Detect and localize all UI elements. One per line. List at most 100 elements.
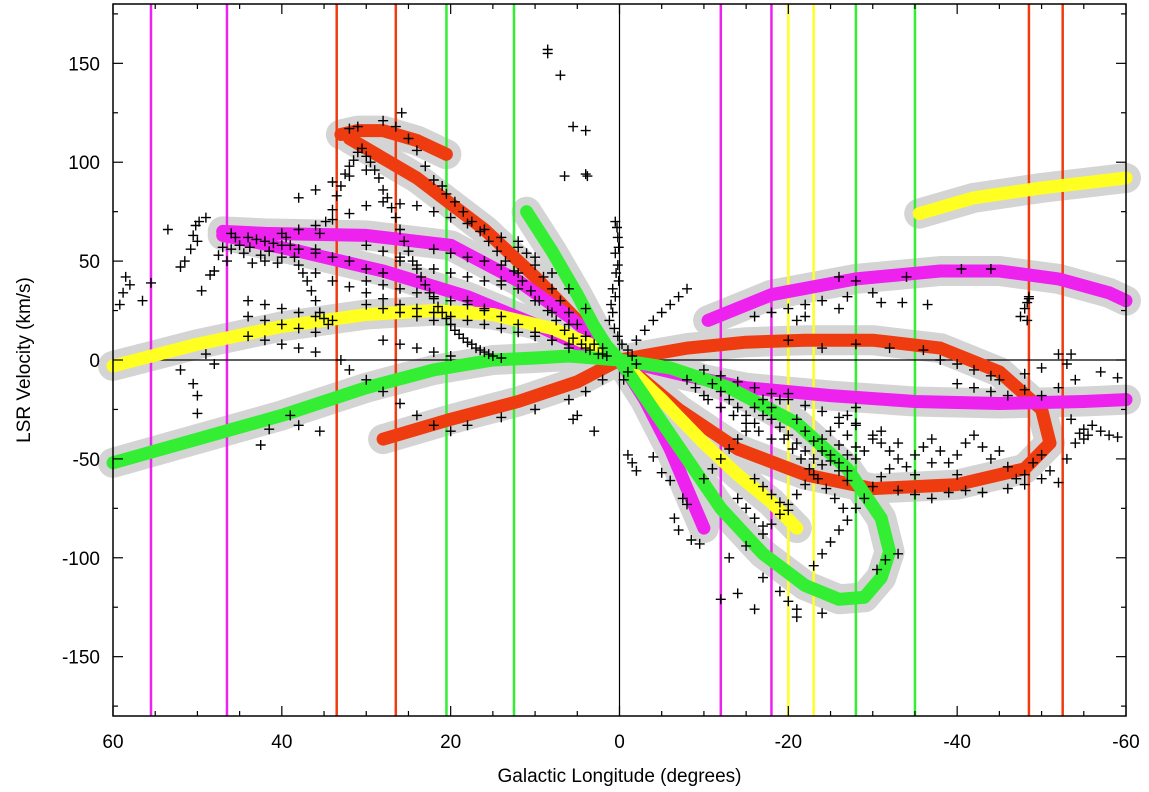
data-point-210	[609, 323, 620, 334]
data-point-249	[872, 564, 882, 575]
data-point-328	[1045, 465, 1055, 476]
y-axis-title: LSR Velocity (km/s)	[14, 277, 35, 443]
data-point-369	[969, 382, 979, 393]
data-point-361	[952, 469, 963, 480]
data-point-252	[724, 552, 735, 563]
data-point-435	[791, 438, 802, 449]
data-point-448	[673, 291, 684, 302]
data-point-534	[226, 228, 237, 239]
data-point-103	[475, 226, 486, 237]
data-point-150	[411, 200, 422, 211]
data-point-269	[724, 444, 735, 454]
data-point-469	[496, 311, 507, 322]
data-point-409	[817, 343, 828, 354]
y-tick-label-5: 50	[79, 252, 100, 273]
data-point-27	[244, 242, 255, 253]
data-point-161	[175, 364, 186, 375]
data-point-83	[471, 343, 481, 354]
data-point-443	[631, 335, 642, 346]
data-point-36	[285, 240, 296, 251]
data-point-444	[639, 325, 650, 336]
data-point-98	[437, 181, 448, 191]
data-point-178	[428, 420, 439, 431]
data-point-321	[985, 453, 996, 464]
data-point-345	[960, 485, 971, 496]
data-point-242	[850, 503, 861, 514]
data-point-158	[547, 268, 557, 278]
data-point-11	[188, 230, 199, 241]
data-point-410	[850, 339, 861, 350]
data-point-85	[479, 347, 490, 358]
data-point-44	[319, 313, 329, 324]
data-point-165	[200, 349, 211, 360]
data-point-520	[378, 335, 389, 346]
data-point-480	[496, 279, 507, 290]
axis-ticks-layer: 60 40 20 0 -20 -40 -60 -150 -100 -50 0 50 100 150	[62, 4, 1140, 753]
data-point-457	[572, 319, 583, 330]
data-point-137	[293, 192, 304, 203]
data-point-372	[1019, 384, 1030, 395]
data-point-365	[969, 364, 979, 375]
data-point-425	[707, 378, 718, 389]
data-point-155	[496, 232, 507, 243]
data-point-402	[867, 287, 878, 298]
data-point-302	[715, 402, 726, 413]
data-point-244	[867, 481, 878, 492]
data-point-17	[196, 285, 207, 296]
data-point-200	[613, 242, 624, 253]
data-point-502	[310, 311, 321, 322]
data-point-442	[850, 402, 861, 413]
data-point-430	[749, 402, 760, 413]
data-point-327	[1036, 449, 1047, 460]
x-tick-label-2: 40	[271, 732, 292, 753]
data-point-112	[551, 315, 562, 326]
data-point-4	[124, 279, 135, 290]
data-point-359	[910, 449, 920, 460]
data-point-190	[542, 48, 553, 59]
data-point-353	[834, 457, 844, 468]
data-point-486	[395, 283, 405, 294]
data-point-375	[1070, 374, 1081, 385]
data-point-364	[952, 359, 963, 369]
data-point-7	[162, 224, 173, 235]
data-point-389	[1023, 291, 1034, 302]
data-point-86	[483, 349, 494, 360]
x-axis-title: Galactic Longitude (degrees)	[498, 766, 742, 787]
data-point-116	[585, 345, 595, 356]
data-point-135	[580, 343, 591, 354]
data-point-224	[677, 493, 688, 504]
data-point-330	[1061, 453, 1072, 464]
data-point-478	[462, 271, 473, 282]
data-point-415	[749, 382, 760, 393]
data-point-159	[563, 283, 574, 294]
data-point-354	[842, 465, 853, 476]
data-point-240	[834, 525, 844, 536]
data-point-229	[694, 538, 705, 549]
data-point-58	[365, 157, 376, 168]
data-point-306	[766, 434, 777, 445]
data-point-312	[910, 469, 920, 480]
data-point-533	[243, 232, 254, 243]
data-point-188	[589, 426, 600, 437]
data-point-14	[200, 212, 211, 223]
data-point-288	[812, 473, 823, 484]
data-point-237	[808, 560, 819, 571]
data-points-layer	[114, 44, 1123, 623]
data-point-220	[631, 465, 642, 476]
data-point-400	[850, 275, 861, 286]
data-point-289	[821, 483, 832, 494]
curve-red-3	[376, 333, 1057, 496]
data-point-41	[306, 285, 317, 296]
data-point-171	[314, 426, 325, 437]
data-point-22	[226, 244, 237, 255]
data-point-30	[259, 256, 270, 267]
data-point-501	[293, 307, 304, 318]
data-point-447	[665, 299, 676, 310]
data-point-453	[538, 271, 549, 282]
data-point-162	[188, 378, 199, 389]
data-point-405	[800, 299, 811, 310]
data-point-145	[327, 214, 338, 225]
data-point-293	[758, 481, 768, 492]
data-point-246	[884, 463, 895, 474]
data-point-228	[686, 535, 697, 545]
